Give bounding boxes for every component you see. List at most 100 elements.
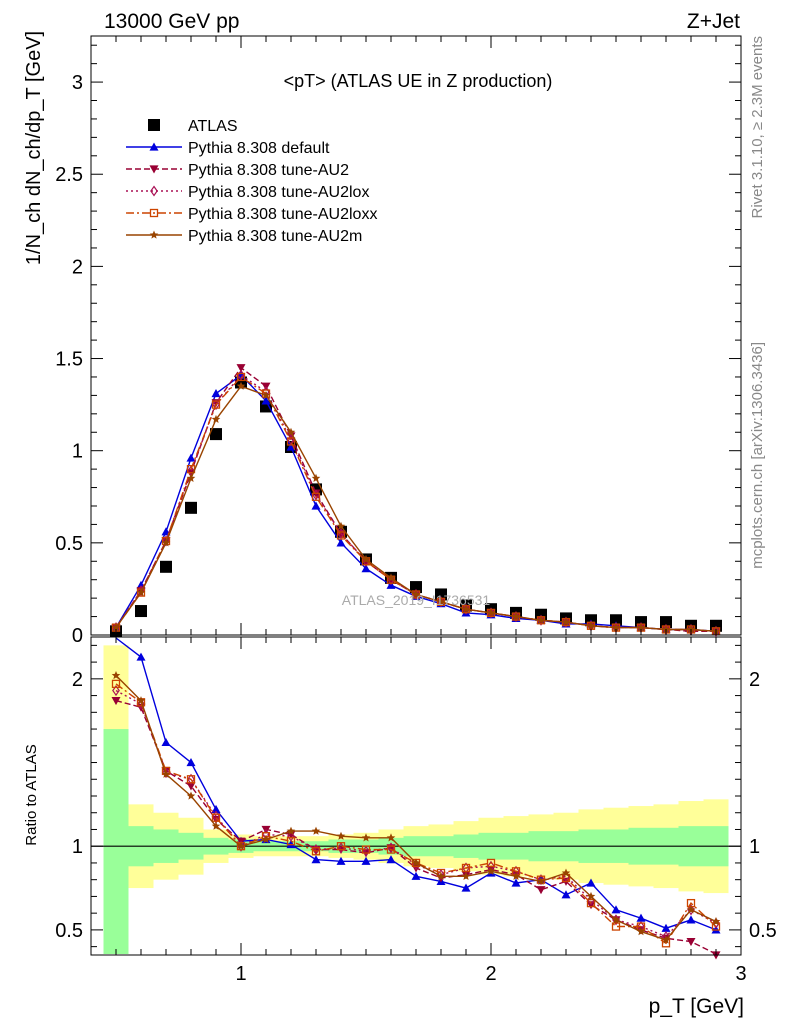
point-au2lox xyxy=(212,399,220,411)
ratio-point-default xyxy=(311,855,321,864)
ratio-point-au2m xyxy=(261,835,271,844)
x-tick-label: 2 xyxy=(485,963,496,985)
ratio-y-tick-label: 0.5 xyxy=(55,920,83,942)
point-au2m xyxy=(361,554,371,564)
ratio-point-au2lox xyxy=(287,830,295,842)
ratio-point-au2m xyxy=(611,915,621,924)
point-default xyxy=(261,396,271,405)
ratio-point-au2 xyxy=(686,938,696,947)
ratio-point-au2loxx xyxy=(336,842,346,851)
ratio-point-default xyxy=(211,804,221,813)
y-tick-label: 2.5 xyxy=(55,164,83,186)
point-au2m xyxy=(161,538,171,547)
legend-marker xyxy=(149,230,159,239)
legend-entry-au2: Pythia 8.308 tune-AU2 xyxy=(126,162,349,179)
ratio-point-default xyxy=(136,652,146,661)
point-au2m xyxy=(411,590,421,599)
ratio-point-au2 xyxy=(536,886,546,895)
ratio-point-au2m xyxy=(186,791,196,800)
ratio-point-default xyxy=(411,871,421,880)
point-default xyxy=(186,453,196,462)
ratio-point-au2m xyxy=(361,833,371,842)
legend-entry-au2loxx: Pythia 8.308 tune-AU2loxx xyxy=(126,206,377,223)
ratio-line-au2m xyxy=(115,675,717,941)
ratio-y-tick-label-right: 0.5 xyxy=(749,920,777,942)
point-default xyxy=(311,501,321,510)
legend-label: Pythia 8.308 tune-AU2 xyxy=(188,162,349,179)
legend-entry-au2m: Pythia 8.308 tune-AU2m xyxy=(126,228,362,245)
legend-entry-data: ATLAS xyxy=(148,118,238,135)
ratio-point-au2m xyxy=(311,826,321,835)
point-au2m xyxy=(261,390,271,399)
ratio-point-au2m xyxy=(436,871,446,880)
point-data xyxy=(135,605,147,618)
ratio-point-default xyxy=(336,856,346,865)
ratio-point-au2m xyxy=(111,671,121,680)
ratio-point-au2loxx xyxy=(361,845,371,854)
ratio-point-au2loxx xyxy=(111,679,121,689)
point-au2m xyxy=(336,521,346,530)
ratio-point-au2m xyxy=(386,833,396,842)
point-data xyxy=(435,588,447,601)
point-au2loxx xyxy=(286,437,296,446)
legend: ATLAS Pythia 8.308 default Pythia 8.308 tu… xyxy=(126,118,377,245)
header-left: 13000 GeV pp xyxy=(104,10,239,33)
point-data xyxy=(610,614,622,627)
point-au2m xyxy=(311,473,321,482)
point-au2m xyxy=(586,621,596,630)
y-tick-label: 3 xyxy=(72,72,83,94)
legend-marker xyxy=(149,165,159,174)
ratio-point-default xyxy=(386,855,396,864)
uncertainty-band-stat xyxy=(103,729,129,954)
rivet-label: Rivet 3.1.10, ≥ 2.3M events xyxy=(749,36,766,219)
ratio-point-default xyxy=(611,905,621,914)
point-au2m xyxy=(186,473,196,482)
ratio-point-au2loxx xyxy=(586,898,596,908)
ratio-y-tick-label: 1 xyxy=(72,836,83,858)
ratio-point-au2loxx xyxy=(186,775,196,784)
point-data xyxy=(660,616,672,629)
ratio-point-au2m xyxy=(536,876,546,885)
point-au2m xyxy=(386,573,396,582)
ratio-point-default xyxy=(511,878,521,887)
point-au2loxx xyxy=(236,372,246,382)
legend-label: Pythia 8.308 default xyxy=(188,140,330,157)
ratio-series-default xyxy=(115,637,721,934)
ratio-point-au2loxx xyxy=(211,813,221,822)
header-right: Z+Jet xyxy=(687,10,740,33)
ratio-point-au2m xyxy=(161,769,171,778)
legend-marker xyxy=(150,185,158,197)
ratio-point-au2m xyxy=(236,841,246,850)
point-default xyxy=(361,564,371,573)
point-au2m xyxy=(286,427,296,436)
ratio-point-au2m xyxy=(211,821,221,830)
ratio-point-au2m xyxy=(461,871,471,880)
ratio-point-au2 xyxy=(286,830,296,839)
ratio-point-au2lox xyxy=(187,773,195,785)
ratio-point-au2lox xyxy=(437,869,445,881)
point-au2m xyxy=(536,615,546,624)
ratio-point-au2loxx xyxy=(286,837,296,846)
point-au2loxx xyxy=(311,492,321,501)
ratio-line-default xyxy=(115,637,717,931)
mcplots-label: mcplots.cern.ch [arXiv:1306.3436] xyxy=(749,342,766,569)
ratio-y-label: Ratio to ATLAS xyxy=(23,744,40,845)
x-tick-label: 3 xyxy=(735,963,746,985)
ratio-line-au2loxx xyxy=(115,683,717,945)
legend-entry-default: Pythia 8.308 default xyxy=(126,140,330,157)
point-au2m xyxy=(461,604,471,613)
ratio-point-au2loxx xyxy=(611,922,621,931)
ratio-point-default xyxy=(161,737,171,747)
point-au2m xyxy=(436,597,446,606)
point-au2m xyxy=(636,623,646,632)
point-au2m xyxy=(136,588,146,597)
main-panel: 0 0.5 1 1.5 2 2.5 3 <pT> (ATLAS UE in Z produc… xyxy=(23,31,742,647)
point-au2 xyxy=(286,432,296,441)
ratio-point-au2m xyxy=(336,831,346,840)
ratio-line-au2lox xyxy=(115,689,717,938)
ratio-point-au2m xyxy=(286,826,296,835)
ratio-point-au2m xyxy=(711,917,721,926)
legend-entry-au2lox: Pythia 8.308 tune-AU2lox xyxy=(126,184,369,201)
ratio-point-default xyxy=(461,883,471,892)
